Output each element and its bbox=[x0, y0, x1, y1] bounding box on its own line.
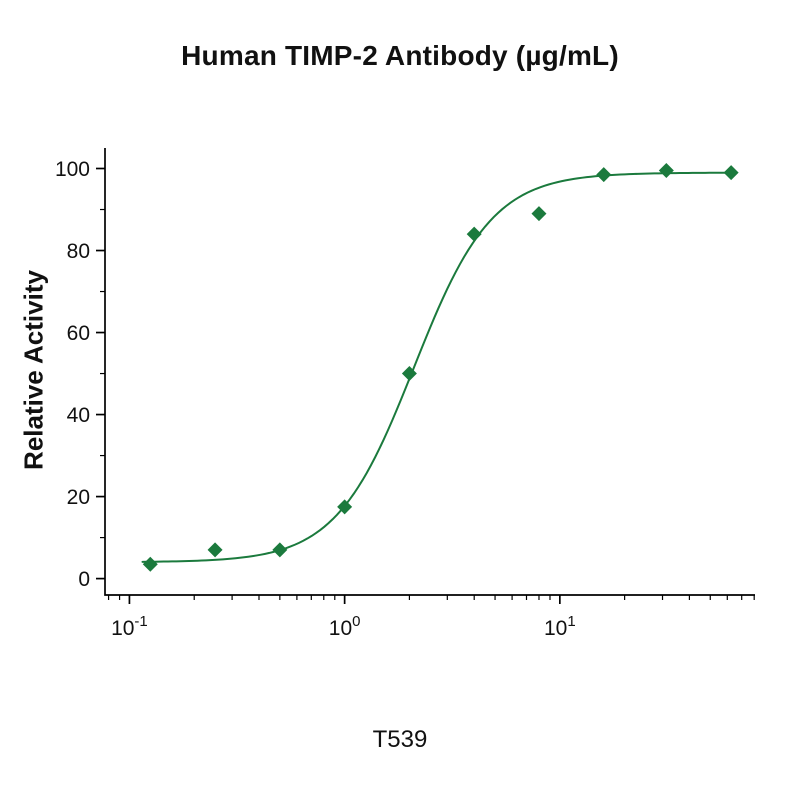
y-tick-label: 0 bbox=[78, 568, 90, 591]
data-point bbox=[142, 556, 158, 572]
data-point bbox=[337, 499, 353, 515]
x-tick-label: 100 bbox=[329, 613, 361, 640]
y-tick-label: 60 bbox=[67, 322, 90, 345]
data-point bbox=[723, 165, 739, 181]
data-point bbox=[401, 366, 417, 382]
data-point bbox=[466, 226, 482, 242]
x-tick-label: 10-1 bbox=[111, 613, 148, 640]
chart-title: Human TIMP-2 Antibody (µg/mL) bbox=[181, 40, 619, 71]
data-point bbox=[207, 542, 223, 558]
x-tick-label: 101 bbox=[544, 613, 576, 640]
data-point bbox=[596, 167, 612, 183]
y-tick-label: 80 bbox=[67, 240, 90, 263]
data-point bbox=[658, 163, 674, 179]
x-axis-caption: T539 bbox=[372, 726, 428, 753]
data-point bbox=[272, 542, 288, 558]
fit-curve bbox=[141, 171, 736, 563]
y-tick-label: 40 bbox=[67, 404, 90, 427]
y-tick-label: 20 bbox=[67, 486, 90, 509]
axis-lines bbox=[104, 148, 755, 596]
data-point bbox=[531, 206, 547, 222]
y-tick-label: 100 bbox=[55, 158, 90, 181]
